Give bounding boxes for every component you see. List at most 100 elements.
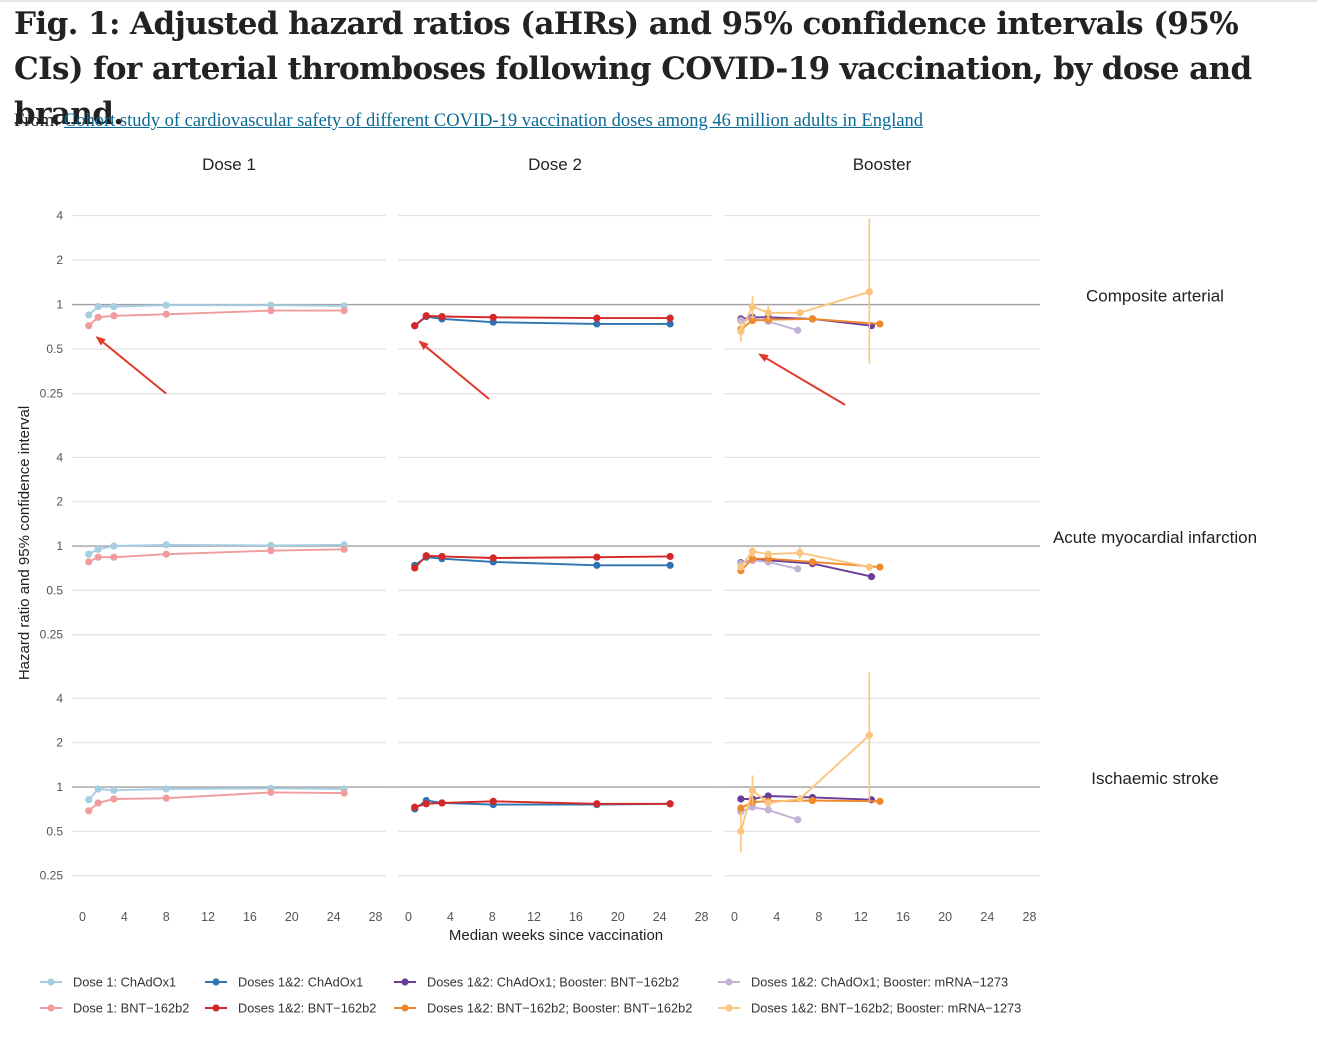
x-tick-label: 0 [405,910,412,924]
legend-label-doses-1-2-bnt-162b2: Doses 1&2: BNT−162b2 [238,1001,376,1016]
data-point [794,816,802,824]
y-tick-label: 0.5 [46,583,63,597]
data-point [794,565,802,573]
data-point [593,800,601,808]
data-point [748,547,757,555]
source-line: From: Cohort study of cardiovascular saf… [14,111,923,132]
data-point [489,313,497,321]
legend-key-point [725,1004,733,1012]
data-point [764,792,772,800]
data-point [162,541,170,549]
data-point [422,552,430,560]
data-point [865,731,873,739]
legend-label-dose-1-chadox1: Dose 1: ChAdOx1 [73,975,176,990]
data-point [593,561,601,569]
x-tick-label: 8 [489,910,496,924]
hazard-ratio-chart: Dose 1 Dose 2 Booster Composite arterial Acu… [16,155,1257,1016]
series-line-doses-1-2-chadox1-booster-mrna-1273 [740,559,798,570]
data-point [85,558,93,566]
from-label: From: [14,111,60,131]
data-point [666,552,674,561]
data-point [438,552,446,561]
data-point [748,302,757,311]
data-point [764,806,772,814]
data-point [748,316,757,325]
data-point [666,314,674,322]
column-label-booster: Booster [853,155,912,174]
data-point [796,795,804,803]
data-point [876,797,884,805]
x-tick-label: 24 [327,910,341,924]
y-tick-label: 1 [56,780,63,794]
data-point [162,794,170,802]
data-point [94,553,102,561]
legend-key-point [401,1004,409,1012]
x-tick-label: 20 [611,910,625,924]
legend-label-doses-1-2-chadox1-booster-bnt-162b2: Doses 1&2: ChAdOx1; Booster: BNT−162b2 [427,975,679,990]
data-point [489,797,497,805]
y-axis-title: Hazard ratio and 95% confidence interval [16,406,33,680]
series-line-dose-1-bnt-162b2 [88,548,345,563]
x-tick-label: 12 [527,910,541,924]
data-point [85,550,93,558]
data-point [737,804,745,812]
row-label-composite-arterial: Composite arterial [1086,287,1224,306]
y-tick-label: 2 [56,495,63,509]
data-point [593,320,601,328]
data-point [748,786,757,794]
data-point [422,800,430,808]
annotation-arrow [95,336,167,395]
data-point [85,322,93,330]
data-point [162,301,170,309]
data-point [737,563,745,571]
data-point [666,800,674,808]
legend-label-doses-1-2-chadox1-booster-mrna-1273: Doses 1&2: ChAdOx1; Booster: mRNA−1273 [751,975,1008,990]
y-tick-label: 0.5 [46,824,63,838]
data-point [737,827,745,835]
data-point [876,320,884,328]
data-point [110,302,118,311]
x-tick-label: 8 [815,910,822,924]
data-point [737,327,745,335]
legend-key-point [401,978,409,986]
x-tick-label: 20 [938,910,952,924]
y-tick-label: 0.25 [40,869,64,883]
data-point [438,312,446,321]
data-point [340,307,348,315]
data-point [162,785,170,793]
row-label-acute-myocardial-infarction: Acute myocardial infarction [1053,528,1257,547]
column-label-dose-1: Dose 1 [202,155,256,174]
x-tick-label: 20 [285,910,299,924]
figure-title: Fig. 1: Adjusted hazard ratios (aHRs) an… [14,6,1252,132]
series-line-doses-1-2-bnt-162b2-booster-mrna-1273 [740,290,870,332]
series-line-dose-1-bnt-162b2 [88,791,345,812]
data-point [94,785,102,793]
x-tick-label: 8 [163,910,170,924]
data-point [340,789,348,797]
legend-label-dose-1-bnt-162b2: Dose 1: BNT−162b2 [73,1001,189,1016]
y-tick-label: 1 [56,539,63,553]
data-point [267,541,275,550]
data-point [666,561,674,569]
top-border [0,0,1317,2]
legend-label-doses-1-2-bnt-162b2-booster-bnt-162b2: Doses 1&2: BNT−162b2; Booster: BNT−162b2 [427,1001,692,1016]
x-tick-label: 4 [121,910,128,924]
x-axis-title: Median weeks since vaccination [449,927,663,944]
x-tick-label: 0 [79,910,86,924]
data-point [411,564,419,572]
data-point [593,553,601,561]
data-point [411,322,419,330]
x-tick-label: 12 [854,910,868,924]
data-point [85,796,93,804]
data-point [94,313,102,321]
data-point [94,799,102,807]
column-label-dose-2: Dose 2 [528,155,582,174]
data-point [110,553,118,561]
data-point [411,803,419,811]
y-tick-label: 2 [56,736,63,750]
data-point [794,326,802,334]
data-point [162,550,170,558]
legend-key-point [47,978,55,986]
y-tick-label: 4 [56,691,63,705]
source-article-link[interactable]: Cohort study of cardiovascular safety of… [63,111,924,131]
